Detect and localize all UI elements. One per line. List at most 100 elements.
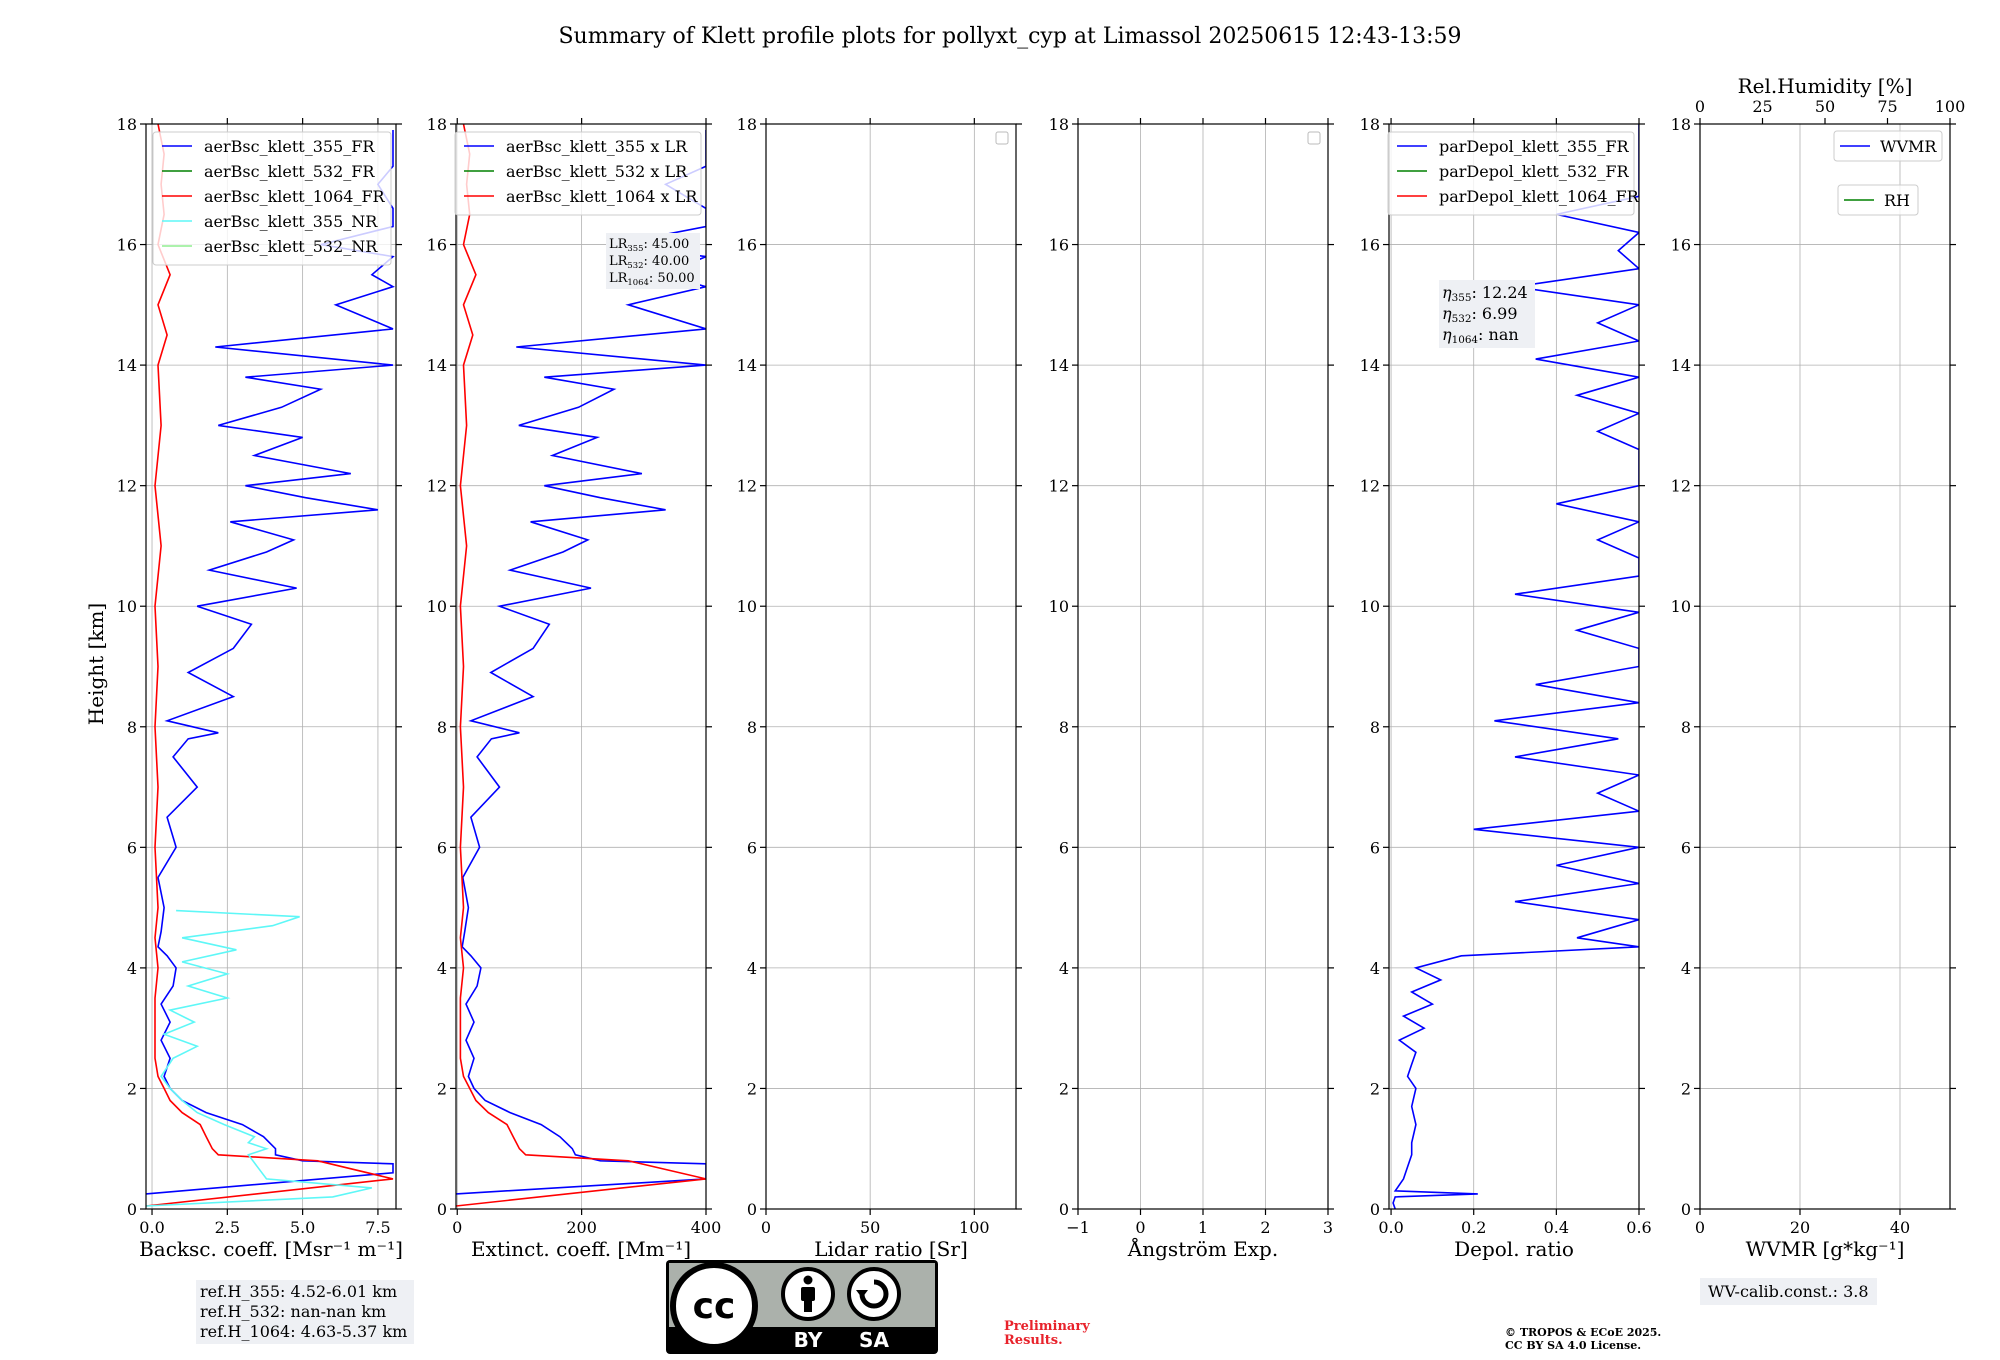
y-tick-label: 12 xyxy=(427,477,447,496)
y-tick-label: 10 xyxy=(1049,597,1069,616)
y-tick-label: 6 xyxy=(1370,838,1380,857)
y-tick-label: 4 xyxy=(1370,959,1380,978)
y-tick-label: 2 xyxy=(1681,1079,1691,1098)
y-tick-label: 0 xyxy=(437,1200,447,1219)
y-tick-label: 10 xyxy=(1671,597,1691,616)
y-tick-label: 0 xyxy=(1681,1200,1691,1219)
series-line-aerBsc_klett_355_FR xyxy=(146,130,395,1195)
x-tick-label: −1 xyxy=(1066,1218,1090,1237)
series-line-aerBsc_klett_1064_FR xyxy=(146,124,394,1207)
axes-frame xyxy=(765,123,1017,1210)
annotation-line: LR355: 45.00 xyxy=(609,237,689,253)
annotation-line: η1064: nan xyxy=(1442,325,1519,346)
x-tick-label: 0 xyxy=(761,1218,771,1237)
cc-license-badge[interactable]: cc BY SA xyxy=(666,1260,938,1354)
x-tick-label: 2 xyxy=(1260,1218,1270,1237)
ref-height-355: ref.H_355: 4.52-6.01 km xyxy=(200,1282,398,1301)
y-tick-label: 2 xyxy=(1059,1079,1069,1098)
legend-WVMR: WVMR xyxy=(1833,130,1943,162)
series-group xyxy=(1392,124,1639,1209)
x-tick-label: 2.5 xyxy=(215,1218,240,1237)
annotation-bg xyxy=(1439,280,1535,348)
y-tick-label: 0 xyxy=(127,1200,137,1219)
figure-title: Summary of Klett profile plots for polly… xyxy=(558,24,1461,49)
x-axis-label: Backsc. coeff. [Msr⁻¹ m⁻¹] xyxy=(139,1237,403,1261)
legend-label: parDepol_klett_532_FR xyxy=(1439,162,1630,181)
x-tick-label: 3 xyxy=(1323,1218,1333,1237)
y-tick-label: 8 xyxy=(747,718,757,737)
axes-frame xyxy=(145,123,397,1210)
y-tick-label: 6 xyxy=(1059,838,1069,857)
y-tick-label: 12 xyxy=(1049,477,1069,496)
x-axis-label: Ångström Exp. xyxy=(1127,1236,1278,1261)
y-tick-label: 10 xyxy=(1360,597,1380,616)
x-axis-label: Extinct. coeff. [Mm⁻¹] xyxy=(471,1237,691,1261)
legend: aerBsc_klett_355 x LR aerBsc_klett_532 x … xyxy=(454,131,702,216)
y-tick-label: 18 xyxy=(1049,115,1069,134)
ref-height-532: ref.H_532: nan-nan km xyxy=(200,1302,387,1321)
legend: aerBsc_klett_355_FR aerBsc_klett_532_FRae… xyxy=(152,131,392,266)
y-tick-label: 16 xyxy=(1049,236,1069,255)
x-tick-label: 0.2 xyxy=(1461,1218,1486,1237)
y-tick-label: 2 xyxy=(127,1079,137,1098)
y-tick-label: 4 xyxy=(747,959,757,978)
y-axis-label: Height [km] xyxy=(84,603,108,725)
x-tick-label: 0.6 xyxy=(1626,1218,1651,1237)
y-tick-label: 18 xyxy=(1671,115,1691,134)
y-tick-label: 18 xyxy=(427,115,447,134)
y-tick-label: 12 xyxy=(1671,477,1691,496)
y-tick-label: 14 xyxy=(1360,356,1380,375)
y-tick-label: 18 xyxy=(117,115,137,134)
y-tick-label: 10 xyxy=(427,597,447,616)
x2-tick-label: 25 xyxy=(1752,97,1772,116)
y-tick-label: 16 xyxy=(427,236,447,255)
legend-label: aerBsc_klett_1064 x LR xyxy=(506,187,698,206)
x2-tick-label: 50 xyxy=(1815,97,1835,116)
y-tick-label: 6 xyxy=(437,838,447,857)
y-tick-label: 8 xyxy=(1059,718,1069,737)
legend-label: parDepol_klett_1064_FR xyxy=(1439,187,1640,206)
y-tick-label: 6 xyxy=(747,838,757,857)
x-tick-label: 20 xyxy=(1790,1218,1810,1237)
y-tick-label: 8 xyxy=(1681,718,1691,737)
y-tick-label: 4 xyxy=(437,959,447,978)
series-line-aerBsc_klett_1064 x LR xyxy=(456,124,706,1207)
svg-text:cc: cc xyxy=(693,1286,736,1327)
y-tick-label: 4 xyxy=(127,959,137,978)
legend-label: aerBsc_klett_355_FR xyxy=(204,137,375,156)
sa-label: SA xyxy=(859,1328,889,1352)
legend-label: aerBsc_klett_1064_FR xyxy=(204,187,386,206)
empty-legend-box xyxy=(995,131,1009,145)
x-tick-label: 200 xyxy=(566,1218,597,1237)
legend-box xyxy=(1387,131,1635,216)
series-group xyxy=(146,124,395,1207)
y-tick-label: 4 xyxy=(1059,959,1069,978)
reference-height-box: ref.H_355: 4.52-6.01 km ref.H_532: nan-n… xyxy=(196,1280,414,1344)
y-tick-label: 14 xyxy=(1671,356,1691,375)
empty-legend-box xyxy=(1307,131,1321,145)
y-tick-label: 14 xyxy=(737,356,757,375)
ref-height-1064: ref.H_1064: 4.63-5.37 km xyxy=(200,1322,408,1341)
x-tick-label: 400 xyxy=(691,1218,722,1237)
copyright-note: © TROPOS & ECoE 2025. CC BY SA 4.0 Licen… xyxy=(1505,1326,1661,1352)
y-tick-label: 6 xyxy=(1681,838,1691,857)
y-tick-label: 16 xyxy=(737,236,757,255)
axes-frame xyxy=(1388,123,1640,1210)
series-group xyxy=(456,124,706,1207)
x-tick-label: 5.0 xyxy=(290,1218,315,1237)
y-tick-label: 0 xyxy=(1370,1200,1380,1219)
series-line-aerBsc_klett_355_NR xyxy=(146,909,373,1207)
legend-box xyxy=(1837,184,1919,216)
x-tick-label: 0 xyxy=(1135,1218,1145,1237)
preliminary-line-2: Results. xyxy=(1004,1333,1063,1348)
y-tick-label: 14 xyxy=(427,356,447,375)
legend-label: RH xyxy=(1884,191,1910,210)
axes-frame xyxy=(1699,123,1951,1210)
y-tick-label: 8 xyxy=(1370,718,1380,737)
